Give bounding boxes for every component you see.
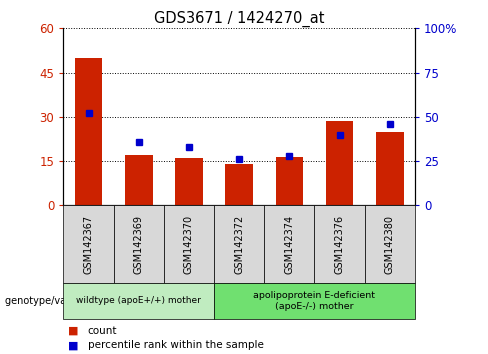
Bar (125, 155, 153, 205)
Text: ■: ■ (68, 340, 79, 350)
Title: GDS3671 / 1424270_at: GDS3671 / 1424270_at (154, 11, 325, 27)
Text: GSM142370: GSM142370 (184, 215, 194, 274)
Text: ■: ■ (68, 326, 79, 336)
Bar (376, 132, 404, 205)
Bar (225, 164, 253, 205)
Text: GSM142367: GSM142367 (83, 215, 94, 274)
Text: GSM142374: GSM142374 (285, 215, 294, 274)
Bar (325, 121, 353, 205)
Text: count: count (88, 326, 117, 336)
Text: GSM142376: GSM142376 (334, 215, 345, 274)
Text: GSM142369: GSM142369 (134, 215, 144, 274)
Text: genotype/variation  ▶: genotype/variation ▶ (5, 296, 111, 306)
Text: percentile rank within the sample: percentile rank within the sample (88, 340, 264, 350)
Text: GSM142380: GSM142380 (385, 215, 395, 274)
Text: apolipoprotein E-deficient
(apoE-/-) mother: apolipoprotein E-deficient (apoE-/-) mot… (253, 291, 375, 310)
Text: GSM142372: GSM142372 (234, 215, 244, 274)
Bar (276, 156, 303, 205)
Text: wildtype (apoE+/+) mother: wildtype (apoE+/+) mother (76, 296, 201, 306)
Bar (75, 58, 102, 205)
Bar (175, 158, 203, 205)
